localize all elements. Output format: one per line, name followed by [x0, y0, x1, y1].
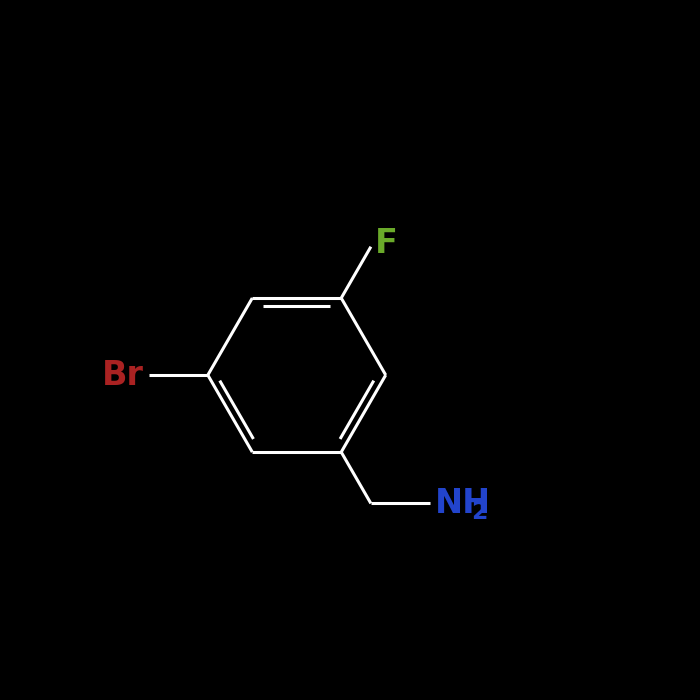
Text: Br: Br: [102, 358, 144, 391]
Text: 2: 2: [471, 500, 487, 524]
Text: NH: NH: [435, 487, 491, 520]
Text: F: F: [375, 228, 398, 260]
